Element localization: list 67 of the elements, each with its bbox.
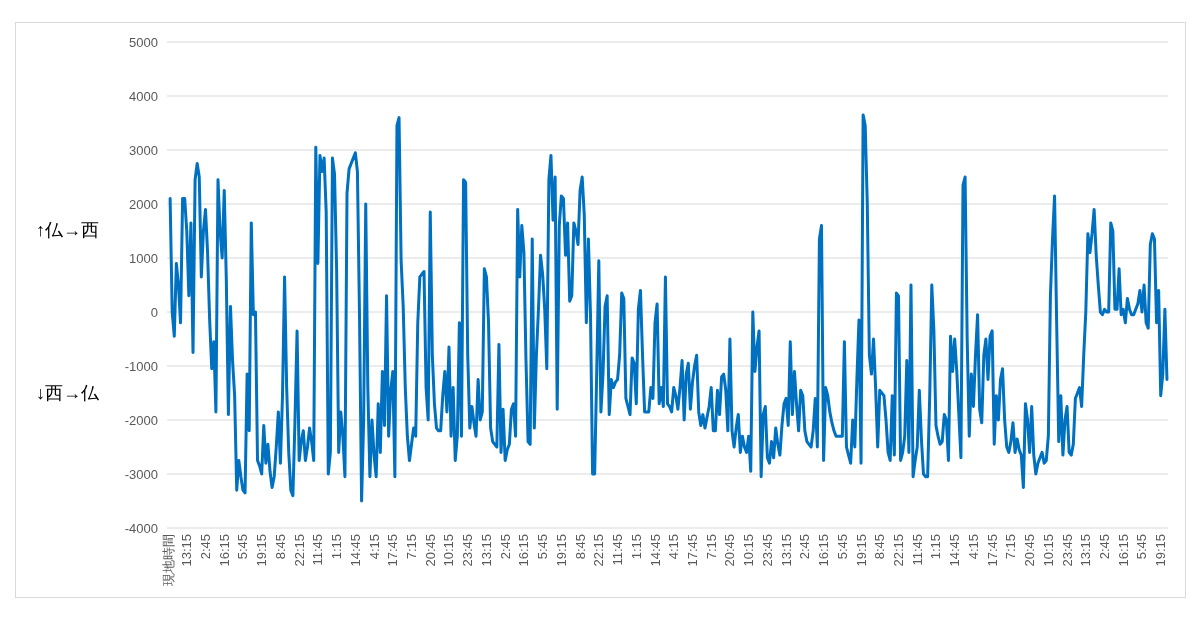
x-tick-label: 10:15: [441, 534, 457, 567]
x-tick-label: 11:45: [310, 534, 326, 566]
x-tick-label: 2:45: [797, 534, 813, 560]
x-tick-label: 7:15: [1003, 534, 1019, 560]
x-tick-label: 8:45: [872, 534, 888, 560]
x-tick-label: 現地時間: [160, 534, 176, 586]
x-tick-label: 1:15: [928, 534, 944, 560]
y-tick-label: -4000: [124, 520, 158, 536]
x-tick-label: 7:15: [703, 534, 719, 560]
x-tick-label: 5:45: [235, 534, 251, 560]
line-series: [168, 113, 1169, 503]
x-tick-label: 4:15: [666, 534, 682, 560]
x-tick-label: 17:45: [684, 534, 700, 567]
x-tick-label: 20:45: [1022, 534, 1038, 567]
y-tick-label: 0: [150, 304, 158, 320]
x-tick-label: 19:15: [853, 534, 869, 567]
x-tick-label: 13:15: [778, 534, 794, 567]
x-tick-label: 10:15: [741, 534, 757, 567]
x-tick-label: 8:45: [572, 534, 588, 560]
x-tick-label: 23:45: [1059, 534, 1075, 567]
x-tick-label: 22:15: [891, 534, 906, 567]
x-tick-label: 16:15: [816, 534, 832, 567]
x-tick-label: 2:45: [198, 534, 213, 560]
x-tick-label: 1:15: [628, 534, 644, 560]
x-tick-label: 20:45: [722, 534, 738, 567]
y-tick-label: 1000: [129, 250, 158, 266]
x-tick-label: 19:15: [553, 534, 569, 567]
x-tick-label: 4:15: [965, 534, 981, 560]
x-tick-label: 23:45: [759, 534, 775, 567]
x-tick-label: 11:45: [909, 534, 925, 566]
x-tick-label: 17:45: [984, 534, 1000, 567]
x-tick-label: 20:45: [422, 534, 438, 567]
x-tick-label: 8:45: [272, 534, 288, 560]
y-tick-label: 3000: [129, 142, 158, 158]
x-tick-label: 14:45: [647, 534, 663, 567]
x-tick-label: 13:15: [1078, 534, 1094, 567]
x-tick-label: 22:15: [591, 534, 607, 567]
x-tick-label: 19:15: [1153, 534, 1169, 567]
x-tick-label: 1:15: [329, 534, 345, 560]
x-tick-label: 10:15: [1040, 534, 1056, 567]
x-tick-label: 5:45: [834, 534, 850, 560]
text: ↓西→仏: [36, 382, 100, 403]
y-tick-label: 4000: [129, 88, 158, 104]
x-tick-label: 16:15: [1115, 534, 1131, 567]
x-tick-label: 16:15: [516, 534, 532, 567]
x-tick-label: 13:15: [179, 534, 195, 567]
y-tick-label: 2000: [129, 196, 158, 212]
x-tick-label: 7:15: [404, 534, 420, 560]
x-tick-label: 17:45: [385, 534, 401, 567]
y-tick-label: -2000: [124, 412, 158, 428]
x-tick-label: 11:45: [610, 534, 626, 566]
x-tick-label: 22:15: [291, 534, 307, 567]
x-tick-label: 2:45: [497, 534, 513, 560]
x-tick-label: 5:45: [1134, 534, 1150, 560]
x-tick-label: 19:15: [254, 534, 270, 567]
x-tick-label: 14:45: [947, 534, 963, 567]
y-tick-label: 5000: [129, 34, 158, 50]
x-tick-label: 14:45: [347, 534, 363, 567]
x-tick-label: 2:45: [1097, 534, 1113, 560]
y-tick-label: -1000: [124, 358, 158, 374]
x-tick-label: 13:15: [478, 534, 494, 567]
x-tick-label: 23:45: [460, 534, 476, 567]
x-tick-label: 4:15: [366, 534, 382, 560]
x-tick-label: 5:45: [535, 534, 551, 560]
text: ↑仏→西: [36, 219, 99, 240]
x-tick-label: 16:15: [216, 534, 232, 567]
y-tick-label: -3000: [124, 466, 158, 482]
